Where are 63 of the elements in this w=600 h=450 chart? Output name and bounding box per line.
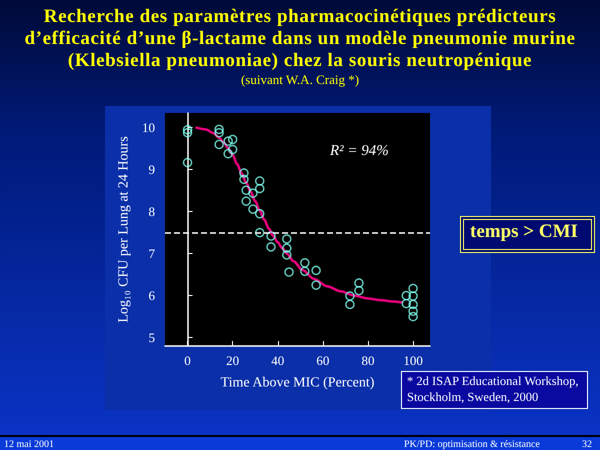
point (242, 186, 251, 195)
x-tick-label: 100 (403, 353, 423, 368)
point (248, 188, 258, 198)
point (345, 300, 355, 310)
point (228, 134, 238, 144)
y-tick-label: 5 (148, 330, 155, 346)
point (248, 204, 258, 214)
point (223, 136, 233, 146)
point (282, 243, 292, 253)
y-tick-label: 8 (148, 204, 155, 220)
y-axis-title: Log₁₀ CFU per Lung at 24 Hours (116, 136, 132, 323)
point (408, 312, 418, 322)
point (182, 125, 192, 134)
point (402, 290, 412, 300)
point (311, 280, 321, 290)
text: temps > CMI (470, 220, 578, 244)
chart-title: Recherche des paramètres pharmacocinétiques prédicteurs d’efficacité d’une β-lactame dans un modèle pneumonie murine (Klebsiella pneumoniae) chez la souris neutropénique (23, 6, 577, 72)
point (255, 176, 264, 186)
x-axis-title: Time Above MIC (Percent) (220, 376, 375, 390)
text: 32 (582, 439, 592, 450)
point (284, 267, 294, 277)
point (239, 174, 249, 184)
point (214, 140, 224, 150)
x-tick-label: 60 (316, 353, 330, 368)
y-tick-label: 7 (148, 246, 156, 262)
point (242, 196, 251, 206)
point (408, 306, 418, 316)
point (300, 258, 310, 268)
point (408, 291, 418, 301)
x-tick-label: 20 (226, 353, 240, 368)
point (282, 234, 292, 244)
text: 12 mai 2001 (4, 439, 54, 450)
point (255, 228, 264, 238)
point (345, 291, 355, 301)
y-tick-label: 10 (142, 120, 155, 136)
point (282, 250, 292, 260)
point (255, 184, 264, 194)
point (255, 209, 264, 218)
text: * 2d ISAP Educational Workshop, Stockholm, Sweden, 2000 (407, 373, 580, 405)
point (354, 286, 364, 296)
annotation: R² = 94% (330, 143, 389, 160)
x-tick-label: 0 (184, 353, 191, 368)
chart-subtitle: (suivant W.A. Craig *) (240, 72, 360, 88)
point (182, 158, 192, 168)
point (223, 149, 233, 158)
point (182, 128, 192, 138)
text: PK/PD: optimisation & résistance (404, 439, 540, 450)
point (354, 278, 364, 288)
x-tick-label: 40 (271, 353, 284, 368)
point (311, 266, 321, 276)
point (214, 124, 224, 134)
point (214, 128, 224, 138)
y-tick-label: 9 (148, 162, 155, 178)
y-tick-label: 6 (148, 288, 156, 304)
point (266, 242, 276, 252)
point (408, 300, 418, 310)
point (228, 144, 238, 154)
point (402, 298, 412, 308)
point (408, 284, 418, 294)
x-tick-label: 80 (361, 353, 374, 368)
point (239, 168, 249, 178)
point (266, 231, 276, 241)
point (300, 266, 310, 276)
